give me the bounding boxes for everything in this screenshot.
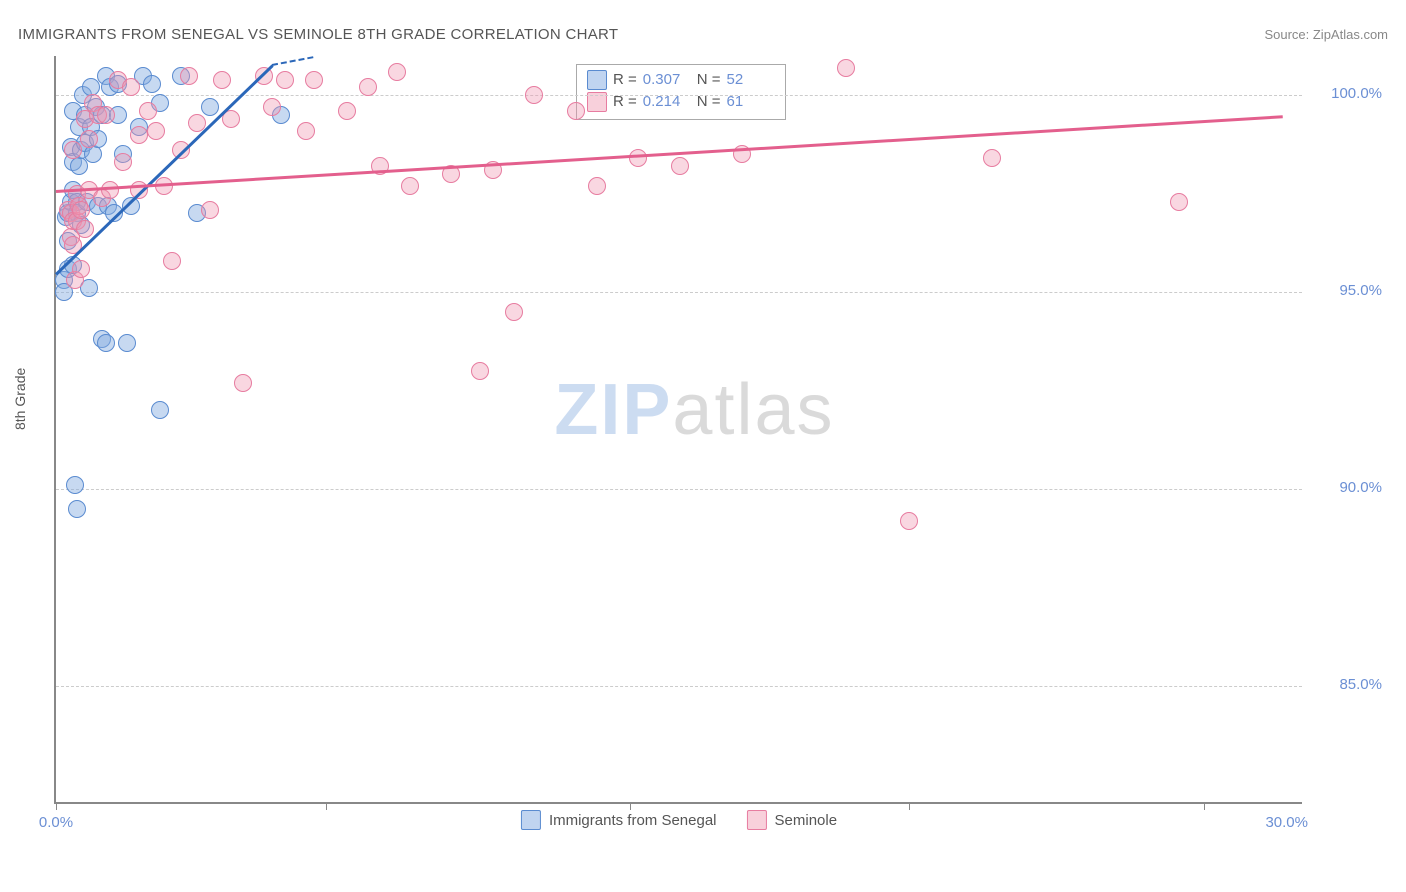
data-point xyxy=(180,67,198,85)
data-point xyxy=(114,153,132,171)
data-point xyxy=(359,78,377,96)
data-point xyxy=(72,201,90,219)
data-point xyxy=(66,476,84,494)
data-point xyxy=(900,512,918,530)
legend-n-value: 52 xyxy=(727,69,775,91)
trend-line xyxy=(56,115,1283,193)
data-point xyxy=(122,78,140,96)
data-point xyxy=(130,126,148,144)
legend-bottom: Immigrants from Senegal Seminole xyxy=(521,810,837,830)
data-point xyxy=(388,63,406,81)
data-point xyxy=(588,177,606,195)
data-point xyxy=(505,303,523,321)
ytick-label: 95.0% xyxy=(1312,282,1382,299)
legend-r-label: R = xyxy=(613,69,637,91)
legend-item: Immigrants from Senegal xyxy=(521,810,717,830)
gridline-h xyxy=(56,489,1302,490)
legend-n-label: N = xyxy=(697,69,721,91)
data-point xyxy=(70,157,88,175)
xtick xyxy=(56,802,57,810)
data-point xyxy=(151,401,169,419)
data-point xyxy=(567,102,585,120)
data-point xyxy=(213,71,231,89)
source-label: Source: ZipAtlas.com xyxy=(1264,27,1388,42)
data-point xyxy=(84,145,102,163)
data-point xyxy=(837,59,855,77)
chart-title: IMMIGRANTS FROM SENEGAL VS SEMINOLE 8TH … xyxy=(18,26,618,43)
legend-row: R = 0.307 N = 52 xyxy=(587,69,775,91)
legend-r-value: 0.214 xyxy=(643,91,691,113)
xtick-label: 30.0% xyxy=(1265,814,1308,831)
legend-n-label: N = xyxy=(697,91,721,113)
data-point xyxy=(525,86,543,104)
trend-line xyxy=(272,56,314,66)
xtick xyxy=(1204,802,1205,810)
data-point xyxy=(983,149,1001,167)
plot-area: ZIPatlas R = 0.307 N = 52 R = 0.214 N = … xyxy=(54,56,1302,804)
data-point xyxy=(671,157,689,175)
data-point xyxy=(163,252,181,270)
data-point xyxy=(64,141,82,159)
data-point xyxy=(201,98,219,116)
ytick-label: 85.0% xyxy=(1312,676,1382,693)
data-point xyxy=(297,122,315,140)
swatch-icon xyxy=(747,810,767,830)
swatch-icon xyxy=(521,810,541,830)
data-point xyxy=(76,220,94,238)
data-point xyxy=(97,334,115,352)
data-point xyxy=(629,149,647,167)
data-point xyxy=(263,98,281,116)
data-point xyxy=(147,122,165,140)
gridline-h xyxy=(56,686,1302,687)
data-point xyxy=(338,102,356,120)
ytick-label: 90.0% xyxy=(1312,479,1382,496)
y-axis-label: 8th Grade xyxy=(12,368,28,430)
xtick xyxy=(909,802,910,810)
data-point xyxy=(139,102,157,120)
watermark-part2: atlas xyxy=(672,370,834,450)
watermark: ZIPatlas xyxy=(554,369,834,451)
data-point xyxy=(80,130,98,148)
legend-n-value: 61 xyxy=(727,91,775,113)
data-point xyxy=(401,177,419,195)
data-point xyxy=(201,201,219,219)
ytick-label: 100.0% xyxy=(1312,85,1382,102)
data-point xyxy=(234,374,252,392)
swatch-icon xyxy=(587,70,607,90)
data-point xyxy=(305,71,323,89)
legend-item: Seminole xyxy=(747,810,838,830)
legend-r-label: R = xyxy=(613,91,637,113)
data-point xyxy=(1170,193,1188,211)
data-point xyxy=(471,362,489,380)
xtick xyxy=(630,802,631,810)
legend-label: Immigrants from Senegal xyxy=(549,812,717,829)
legend-label: Seminole xyxy=(775,812,838,829)
data-point xyxy=(276,71,294,89)
legend-r-value: 0.307 xyxy=(643,69,691,91)
title-bar: IMMIGRANTS FROM SENEGAL VS SEMINOLE 8TH … xyxy=(18,22,1388,46)
data-point xyxy=(143,75,161,93)
xtick-label: 0.0% xyxy=(39,814,73,831)
watermark-part1: ZIP xyxy=(554,370,672,450)
gridline-h xyxy=(56,292,1302,293)
data-point xyxy=(68,500,86,518)
data-point xyxy=(118,334,136,352)
data-point xyxy=(97,106,115,124)
legend-row: R = 0.214 N = 61 xyxy=(587,91,775,113)
xtick xyxy=(326,802,327,810)
legend-correlation: R = 0.307 N = 52 R = 0.214 N = 61 xyxy=(576,64,786,120)
data-point xyxy=(72,260,90,278)
